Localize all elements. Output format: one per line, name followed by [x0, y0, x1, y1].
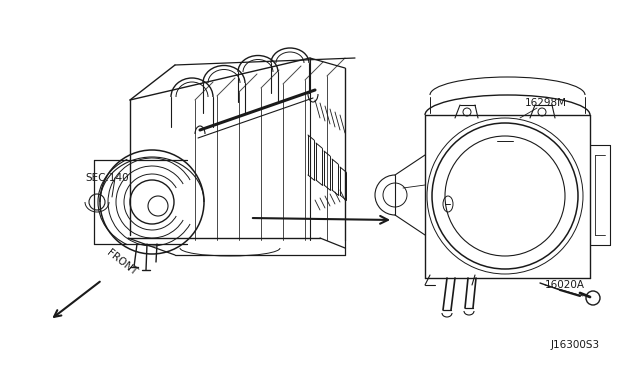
Text: FRONT: FRONT	[105, 247, 139, 277]
Circle shape	[586, 291, 600, 305]
Text: SEC.140: SEC.140	[85, 173, 129, 183]
Text: 16298M: 16298M	[525, 98, 567, 108]
Text: 16020A: 16020A	[545, 280, 585, 290]
Text: J16300S3: J16300S3	[551, 340, 600, 350]
